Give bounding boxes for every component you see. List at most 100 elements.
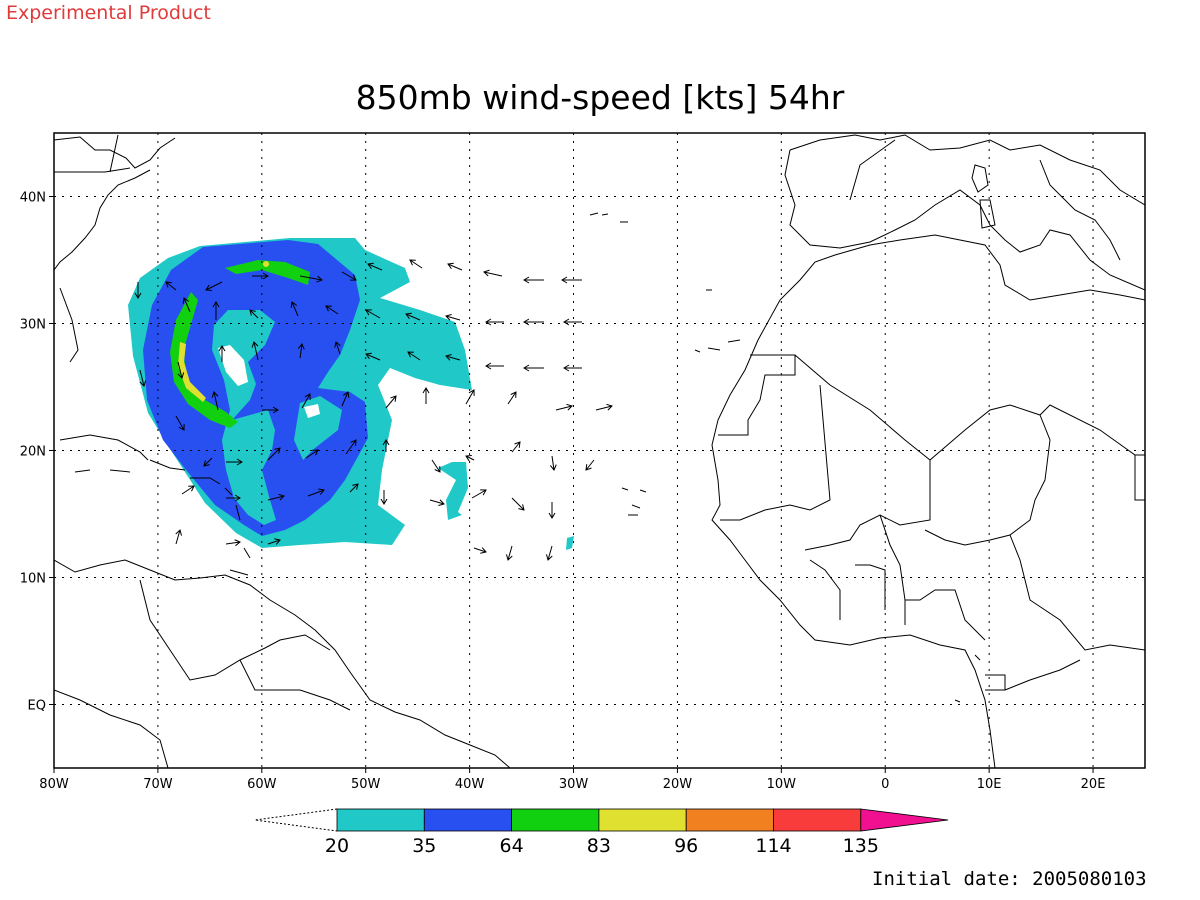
wind-arrow	[252, 272, 269, 280]
south-america-coast	[54, 559, 511, 768]
wind-arrow	[563, 364, 582, 372]
wind-arrow	[341, 271, 357, 281]
colorbar-swatch	[511, 808, 600, 832]
wind-arrow	[485, 318, 504, 326]
colorbar-level-label: 96	[674, 835, 698, 857]
lon-tick-label: 10W	[767, 777, 797, 792]
shade-white-hole-b	[304, 404, 320, 418]
wind-arrow	[211, 391, 219, 411]
wind-arrow	[405, 312, 421, 321]
wind-arrow	[471, 489, 487, 499]
europe-coast	[784, 134, 1145, 291]
lon-tick-label: 60W	[247, 777, 277, 792]
iberia-border	[849, 139, 896, 201]
wind-arrow	[345, 439, 357, 455]
wind-arrow	[483, 269, 503, 277]
shade-white-hole	[218, 345, 248, 386]
colorbar-swatch	[773, 808, 862, 832]
lat-tick-label: 40N	[20, 191, 46, 206]
wind-arrow	[523, 364, 544, 372]
lon-tick-label: 20W	[663, 777, 693, 792]
north-america-coast	[54, 136, 176, 363]
colorbar-lower-extension	[254, 808, 338, 832]
shade-35kt	[143, 240, 368, 536]
sardinia-corsica	[971, 164, 996, 229]
wind-arrow	[307, 488, 325, 497]
wind-arrow	[549, 455, 557, 471]
north-america-borders	[54, 134, 131, 173]
wind-arrow	[365, 352, 381, 361]
wind-arrow	[226, 494, 241, 502]
colorbar-level-label: 83	[587, 835, 611, 857]
shade-83kt	[178, 342, 206, 402]
wind-arrow	[506, 545, 513, 561]
wind-arrow	[175, 529, 182, 545]
lat-tick-label: 10N	[20, 572, 46, 587]
wind-arrow	[555, 403, 573, 411]
wind-arrow	[181, 485, 195, 495]
axis-ticks: 80W 70W 60W 50W 40W 30W 20W 10W 0 10E 20E 40N 30N 20N…	[20, 191, 1106, 793]
wind-arrow	[447, 262, 463, 271]
wind-speed-shading	[128, 238, 574, 550]
wind-arrow	[511, 497, 525, 511]
lon-tick-label: 50W	[351, 777, 381, 792]
south-america-borders	[54, 579, 351, 768]
lat-tick-label: 20N	[20, 445, 46, 460]
wind-arrow	[385, 395, 397, 409]
lat-tick-label: EQ	[28, 699, 46, 714]
wind-vectors	[134, 259, 613, 561]
initial-date-label: Initial date: 2005080103	[872, 868, 1147, 890]
shade-64kt-arc	[170, 292, 238, 428]
wind-arrow	[507, 391, 517, 405]
wind-arrow	[205, 281, 223, 291]
wind-arrow	[301, 393, 311, 409]
wind-arrow	[367, 262, 383, 271]
wind-arrow	[523, 318, 544, 326]
experimental-product-label: Experimental Product	[6, 2, 211, 24]
africa-coast	[711, 234, 1145, 768]
wind-arrow	[226, 458, 243, 466]
wind-arrow	[445, 354, 461, 361]
colorbar-level-label: 64	[500, 835, 524, 857]
colorbar-swatch	[423, 808, 512, 832]
map-title: 850mb wind-speed [kts] 54hr	[355, 78, 845, 117]
lon-tick-label: 80W	[39, 777, 69, 792]
wind-arrow	[485, 362, 504, 370]
lat-tick-label: 30N	[20, 318, 46, 333]
colorbar-level-label: 135	[843, 835, 879, 857]
wind-arrow	[431, 459, 441, 473]
shade-20kt-small	[438, 462, 468, 520]
colorbar-swatch	[336, 808, 425, 832]
shade-20kt-dot	[566, 536, 574, 550]
wind-arrow	[139, 369, 147, 387]
wind-arrow	[341, 391, 350, 407]
wind-arrow	[175, 415, 185, 431]
madeira-canaries	[694, 289, 741, 353]
coastlines	[54, 134, 1145, 768]
colorbar-level-label: 20	[325, 835, 349, 857]
shade-83kt-dot	[263, 261, 269, 267]
wind-arrow	[429, 499, 445, 506]
italy	[1039, 159, 1121, 261]
colorbar: 20 35 64 83 96 114 135	[254, 808, 949, 857]
wind-arrow	[380, 490, 388, 505]
wind-arrow	[445, 314, 461, 321]
wind-arrow	[548, 502, 556, 519]
wind-arrow	[212, 301, 220, 320]
wind-arrow	[182, 297, 191, 313]
colorbar-swatch	[685, 808, 774, 832]
wind-arrow	[297, 343, 305, 359]
lon-tick-label: 40W	[455, 777, 485, 792]
cape-verde	[621, 487, 647, 516]
wind-arrow	[290, 301, 299, 317]
colorbar-level-label: 35	[412, 835, 436, 857]
wind-arrow	[203, 457, 213, 467]
lon-tick-label: 10E	[977, 777, 1002, 792]
wind-arrow	[523, 276, 544, 284]
wind-arrow	[595, 403, 613, 411]
wind-arrow	[267, 538, 281, 545]
lon-tick-label: 20E	[1081, 777, 1106, 792]
wind-arrow	[563, 318, 582, 326]
gulf-of-guinea-islands	[954, 654, 981, 703]
wind-arrow	[251, 341, 259, 361]
